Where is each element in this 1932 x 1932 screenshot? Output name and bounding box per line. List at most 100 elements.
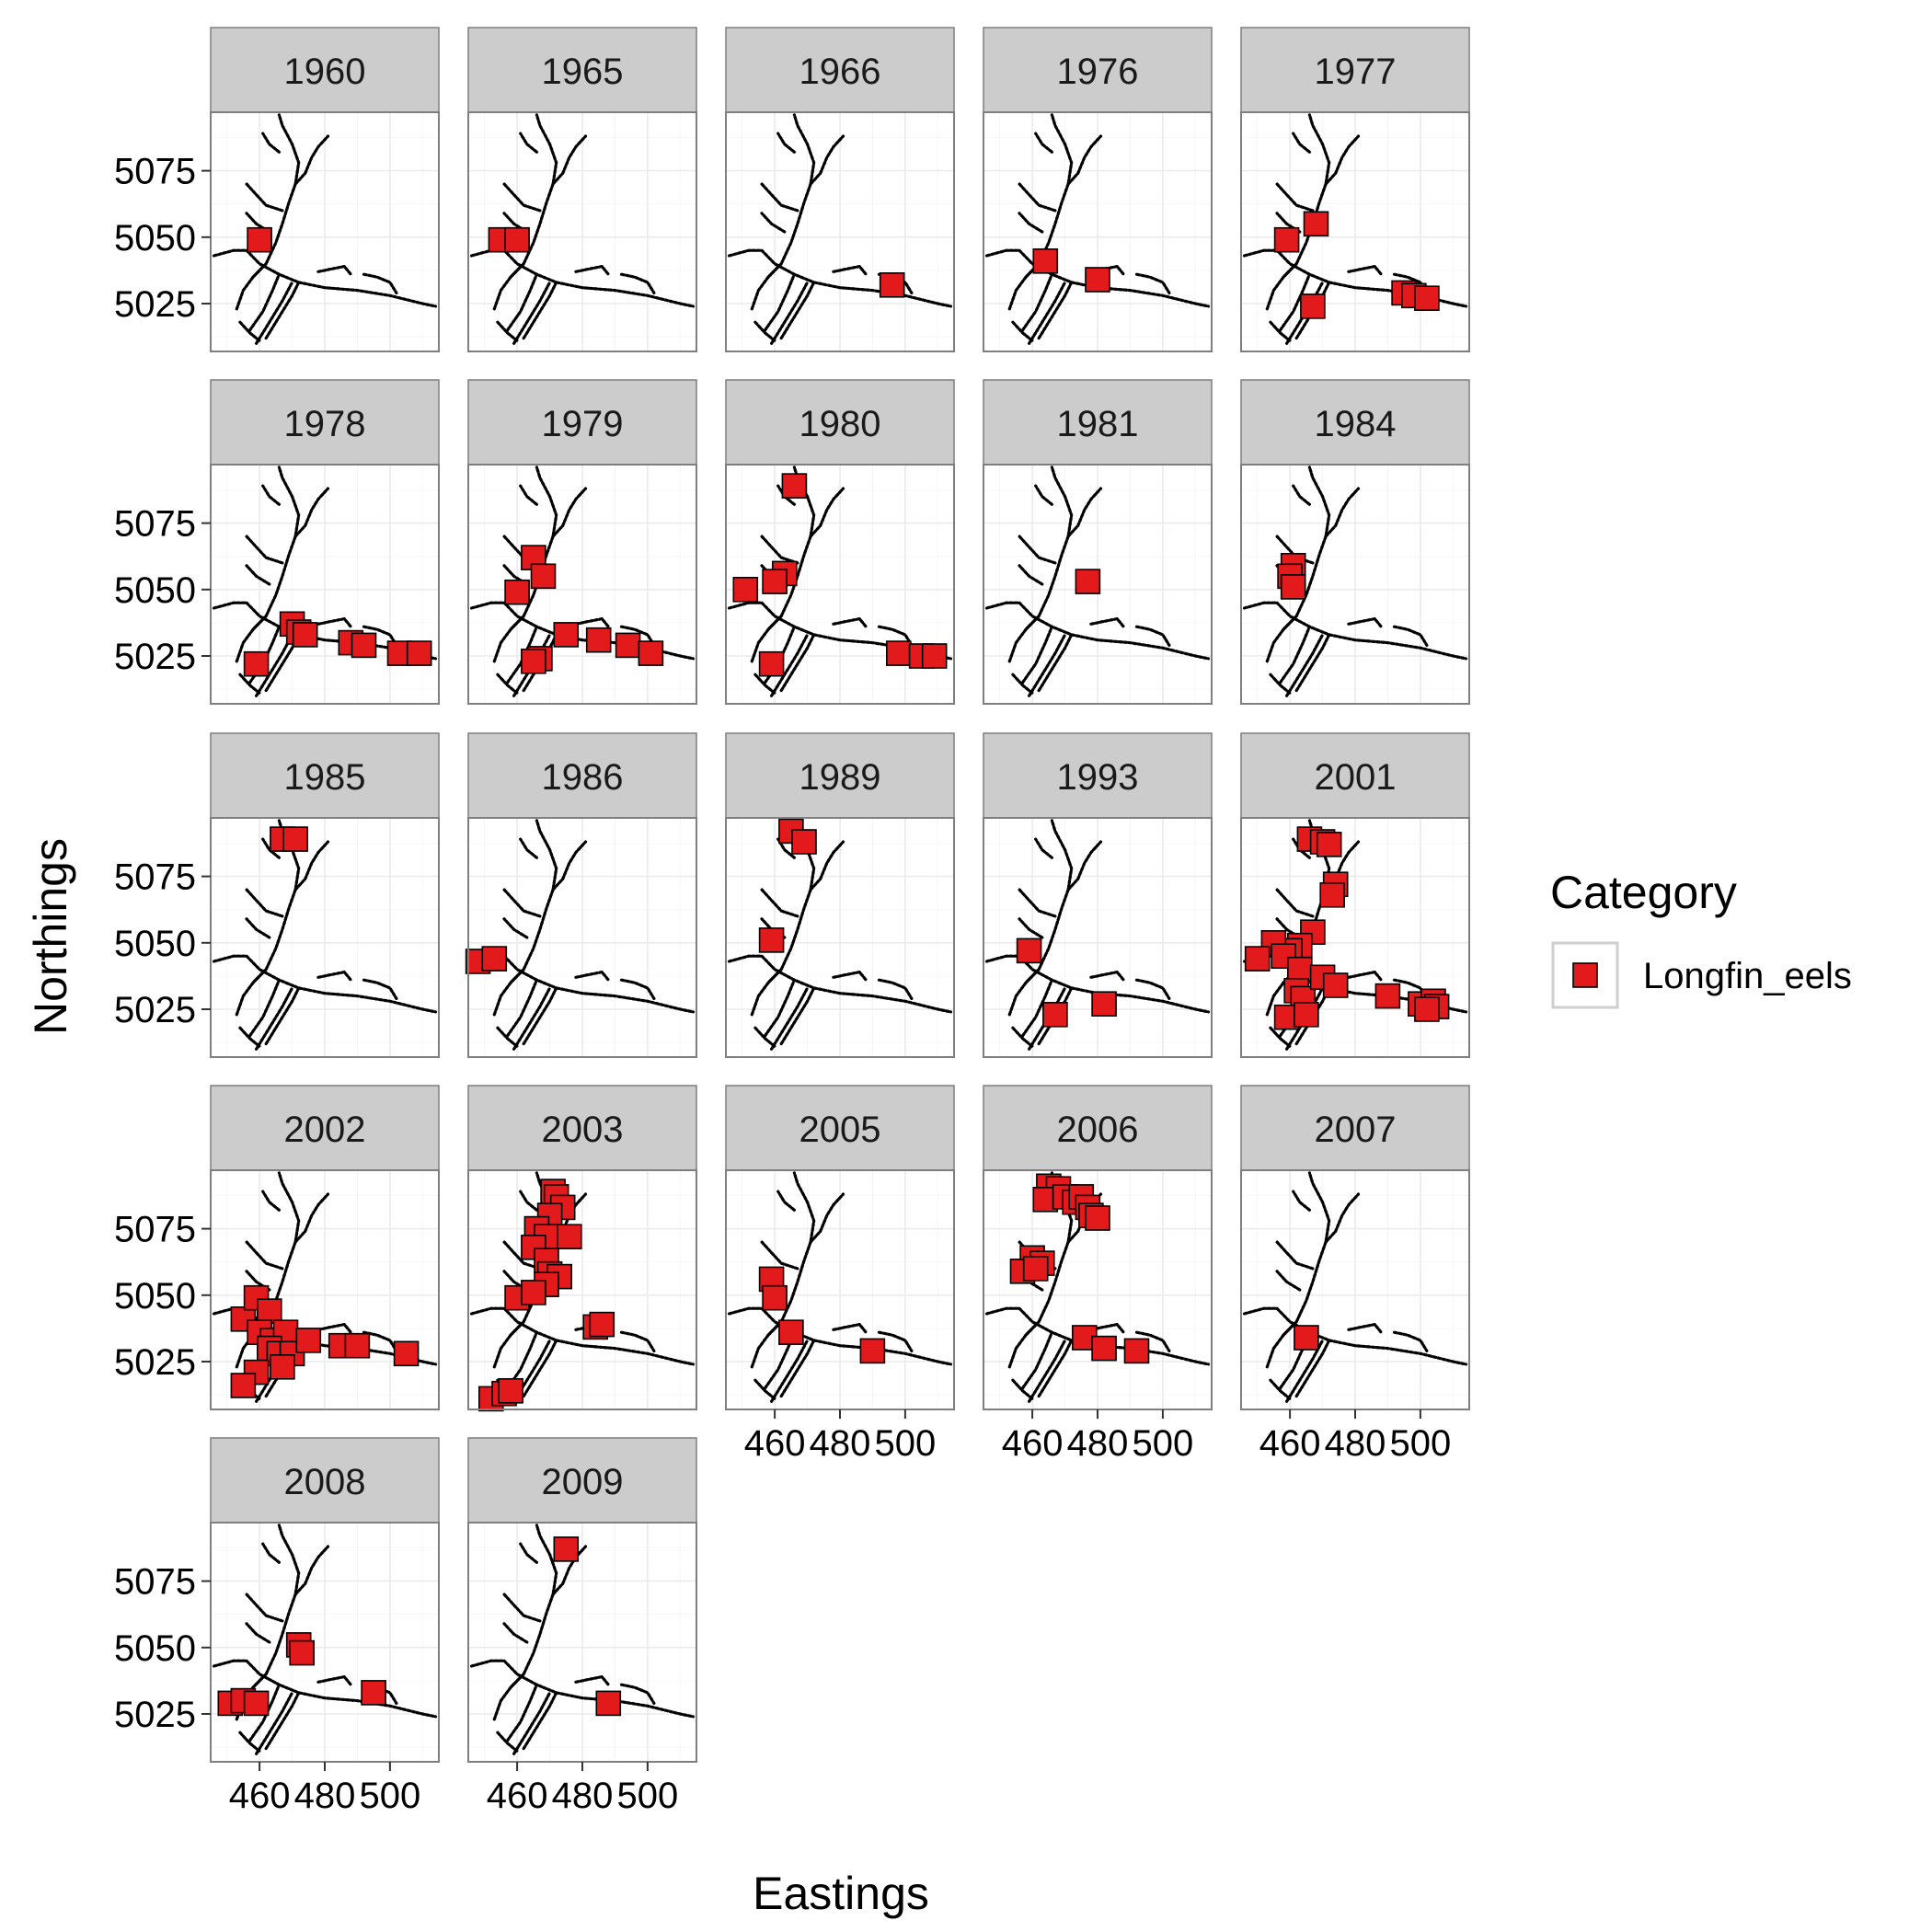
river-segment	[1265, 262, 1298, 311]
facet-strip	[210, 732, 440, 819]
river-segment	[505, 1683, 539, 1742]
river-segment	[505, 978, 539, 1038]
facet-panel-2002: 2002 5025 5050 5075	[114, 1085, 440, 1410]
river-segment	[769, 986, 810, 1051]
panel-border	[210, 111, 440, 352]
data-point-longfin-eels	[758, 650, 785, 677]
river-segment	[261, 1190, 281, 1212]
river-segment	[1292, 1190, 1312, 1212]
x-tick-label: 460	[1002, 1423, 1064, 1464]
river-segment	[1089, 970, 1125, 982]
data-point-longfin-eels	[393, 1340, 420, 1367]
river-segment	[619, 978, 656, 1001]
river-segment	[1007, 262, 1041, 311]
river-segment	[551, 1545, 588, 1596]
y-tick-label: 5025	[114, 284, 196, 325]
panel-border	[210, 1169, 440, 1410]
river-segment	[1265, 1320, 1298, 1369]
data-point-longfin-eels	[762, 569, 788, 594]
river-segment	[769, 633, 810, 697]
river-segment	[877, 625, 914, 648]
river-segment	[760, 182, 799, 213]
river-segment	[1007, 968, 1041, 1017]
river-segment	[753, 320, 776, 342]
river-segment	[238, 1026, 261, 1049]
river-segment	[1134, 978, 1171, 1001]
river-segment	[362, 625, 398, 648]
river-segment	[245, 1240, 284, 1271]
longfin-eels-points	[1009, 1173, 1150, 1364]
river-segment	[809, 134, 845, 186]
river-segment	[245, 564, 271, 586]
river-segment	[255, 1691, 294, 1755]
y-axis-title: Northings	[25, 838, 76, 1035]
facet-strip-label: 2006	[1057, 1110, 1139, 1150]
river-segment	[1018, 535, 1057, 565]
river-segment	[512, 986, 552, 1051]
facet-strip-label: 1984	[1315, 404, 1397, 444]
river-segment	[1027, 1339, 1067, 1403]
longfin-eels-points	[732, 473, 948, 677]
river-network	[984, 819, 1211, 1051]
river-segment	[235, 968, 268, 1017]
panel-border	[210, 464, 440, 705]
river-segment	[502, 1240, 542, 1271]
data-point-longfin-eels	[530, 563, 557, 590]
longfin-eels-points	[270, 826, 308, 852]
river-segment	[522, 281, 558, 340]
data-point-longfin-eels	[521, 1235, 546, 1260]
x-tick-label: 480	[1325, 1423, 1386, 1464]
facet-strip	[467, 27, 697, 113]
data-point-longfin-eels	[1322, 972, 1349, 998]
river-segment	[522, 986, 558, 1046]
x-tick-label: 460	[1259, 1423, 1321, 1464]
x-axis-title: Eastings	[753, 1868, 929, 1919]
facet-panel-2007: 2007 460 480 500	[1240, 1085, 1470, 1464]
facet-strip	[210, 27, 440, 113]
y-axis: 5025 5050 5075	[114, 504, 211, 677]
facet-strip-label: 1960	[284, 52, 366, 92]
data-point-longfin-eels	[1032, 247, 1059, 274]
river-segment	[1324, 487, 1361, 538]
facet-strip-label: 2001	[1315, 757, 1397, 798]
longfin-eels-points	[247, 226, 272, 253]
river-network	[212, 113, 438, 345]
river-segment	[509, 1524, 558, 1689]
data-point-longfin-eels	[230, 1373, 257, 1398]
river-segment	[247, 272, 281, 332]
facet-strip	[1240, 1085, 1470, 1171]
data-point-longfin-eels	[781, 473, 808, 499]
data-point-longfin-eels	[1273, 226, 1300, 253]
river-segment	[502, 1593, 542, 1623]
facet-panel-2003: 2003	[467, 1085, 697, 1412]
x-tick-label: 500	[1390, 1423, 1452, 1464]
data-point-longfin-eels	[243, 1690, 270, 1717]
facet-strip-label: 1978	[284, 404, 366, 444]
river-segment	[809, 840, 845, 891]
data-point-longfin-eels	[1287, 956, 1313, 983]
longfin-eels-points	[465, 946, 508, 974]
river-segment	[1018, 212, 1044, 234]
x-tick-label: 480	[294, 1776, 356, 1816]
facet-strip	[725, 1085, 955, 1171]
y-tick-label: 5050	[114, 1628, 196, 1669]
river-segment	[293, 1192, 330, 1244]
data-point-longfin-eels	[361, 1680, 386, 1706]
longfin-eels-points	[879, 271, 905, 298]
data-point-longfin-eels	[344, 1332, 371, 1359]
river-network	[212, 819, 438, 1051]
y-tick-label: 5075	[114, 1562, 196, 1603]
facet-panel-1978: 1978 5025 5050 5075	[114, 379, 440, 705]
facet-panel-1989: 1989	[725, 732, 955, 1058]
x-tick-label: 500	[875, 1423, 937, 1464]
river-segment	[502, 182, 542, 213]
facet-panel-2005: 2005 460 480 500	[725, 1085, 955, 1464]
river-segment	[492, 968, 525, 1017]
data-point-longfin-eels	[589, 1311, 615, 1338]
longfin-eels-points	[1277, 552, 1306, 600]
longfin-eels-points	[758, 818, 817, 953]
facet-strip-label: 1977	[1315, 52, 1397, 92]
facet-strip	[983, 27, 1213, 113]
legend-longfin-eels-marker	[1572, 962, 1598, 988]
facet-strip	[983, 1085, 1213, 1171]
